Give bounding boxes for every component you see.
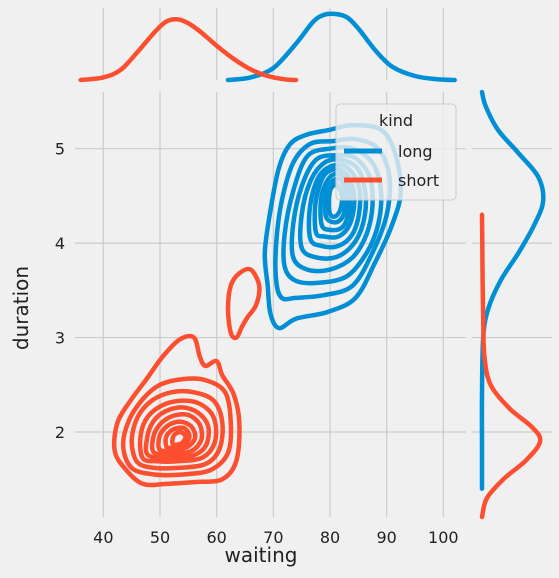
top-marginal-curve-short: [78, 17, 299, 83]
y-axis-label: duration: [9, 266, 33, 350]
contour-short-level-4: [137, 398, 219, 464]
y-tick-label: 5: [55, 140, 65, 159]
right-marginal-curves: [479, 89, 546, 520]
y-tick-label: 2: [55, 423, 65, 442]
contour-short-level-5: [143, 405, 212, 461]
x-tick-label: 50: [150, 528, 170, 547]
x-axis-label: waiting: [225, 543, 298, 567]
y-tick-label: 4: [55, 234, 65, 253]
right-marginal-curve-long: [479, 89, 546, 491]
x-tick-label: 100: [428, 528, 459, 547]
x-tick-label: 80: [320, 528, 340, 547]
legend-entry-long: long: [398, 142, 433, 161]
contour-short-level-9: [170, 429, 188, 448]
x-tick-labels: 40 50 60 70 80 90 100: [93, 528, 458, 547]
contour-short-level-10: [225, 266, 262, 341]
x-tick-label: 90: [376, 528, 396, 547]
y-tick-labels: 2 3 4 5: [55, 140, 65, 442]
x-tick-label: 60: [206, 528, 226, 547]
y-tick-label: 3: [55, 329, 65, 348]
top-marginal-curves: [78, 11, 457, 83]
legend-title: kind: [379, 111, 413, 130]
right-marginal-curve-short: [479, 212, 543, 520]
legend-entry-short: short: [398, 171, 439, 190]
legend: kind long short: [335, 103, 457, 201]
top-marginal-curve-long: [225, 11, 457, 83]
contour-short-level-2: [120, 376, 234, 478]
legend-box: [335, 103, 457, 201]
contour-short-level-6: [149, 412, 205, 457]
contour-short-level-1: [111, 333, 242, 488]
contour-short-level-7: [156, 419, 198, 454]
right-marginal-axes: [472, 89, 552, 520]
contour-short-level-3: [129, 389, 225, 471]
x-tick-label: 40: [93, 528, 113, 547]
top-marginal-axes: [78, 8, 457, 83]
x-tick-label: 70: [263, 528, 283, 547]
